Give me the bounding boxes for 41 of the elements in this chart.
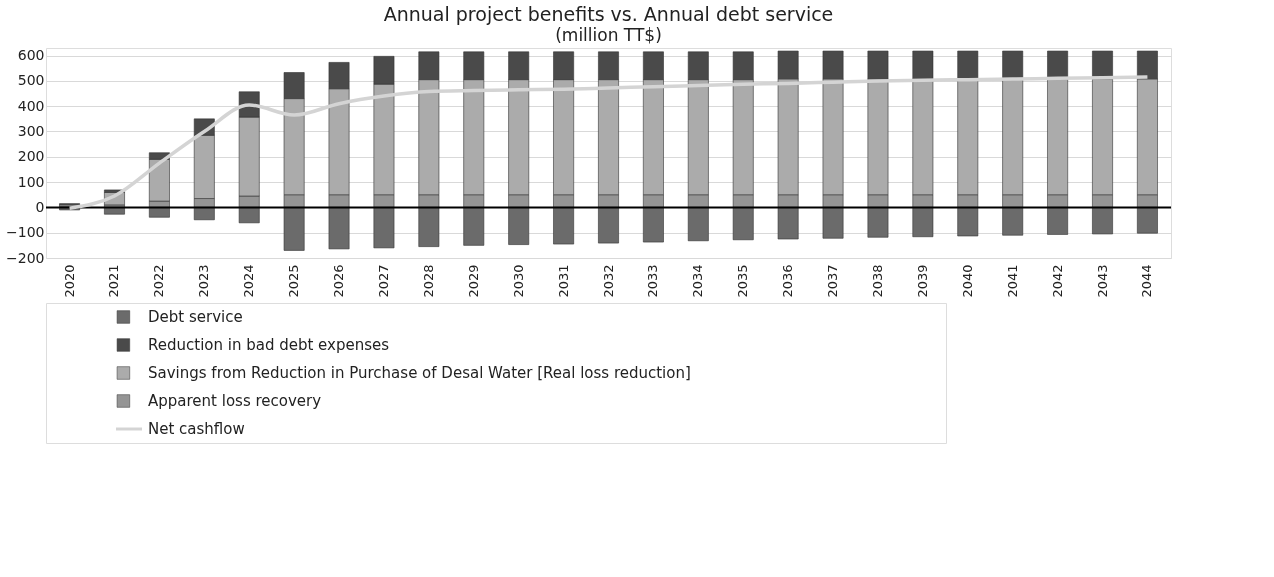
x-tick-label: 2022 [151, 264, 167, 298]
x-tick-label: 2021 [106, 264, 122, 298]
x-tick-label: 2023 [196, 264, 212, 298]
x-tick-label: 2029 [465, 264, 481, 298]
x-tick-label: 2041 [1004, 264, 1020, 298]
y-tick-label: 600 [17, 47, 45, 64]
x-tick-label: 2033 [645, 264, 661, 298]
legend-label: Apparent loss recovery [148, 392, 322, 410]
y-tick-label: 300 [17, 122, 45, 139]
x-tick-label: 2036 [780, 264, 796, 298]
y-tick-label: 400 [17, 97, 45, 114]
x-tick-label: 2030 [510, 264, 526, 298]
x-tick-label: 2020 [61, 264, 77, 298]
y-tick-label: −200 [6, 249, 45, 266]
x-tick-label: 2024 [241, 264, 257, 298]
y-tick-label: 500 [17, 72, 45, 89]
chart-subtitle: (million TT$) [555, 25, 662, 45]
y-tick-label: 0 [35, 198, 45, 215]
x-tick-label: 2028 [420, 264, 436, 298]
x-tick-label: 2039 [914, 264, 930, 298]
x-tick-label: 2037 [825, 264, 841, 298]
x-tick-label: 2043 [1094, 264, 1110, 298]
x-tick-label: 2044 [1139, 264, 1155, 298]
x-tick-label: 2034 [690, 264, 706, 298]
x-tick-label: 2038 [869, 264, 885, 298]
y-tick-label: −100 [6, 224, 45, 241]
x-tick-label: 2035 [735, 264, 751, 298]
x-tick-label: 2026 [331, 264, 347, 298]
y-tick-label: 200 [17, 148, 45, 165]
x-tick-label: 2031 [555, 264, 571, 298]
x-tick-label: 2027 [375, 264, 391, 298]
x-tick-label: 2025 [286, 264, 302, 298]
legend-label: Net cashflow [148, 420, 245, 438]
x-tick-label: 2040 [959, 264, 975, 298]
chart-title: Annual project benefits vs. Annual debt service [383, 3, 834, 25]
x-tick-label: 2032 [600, 264, 616, 298]
x-tick-label: 2042 [1049, 264, 1065, 298]
legend-label: Savings from Reduction in Purchase of Desal Water [Real loss reduction] [148, 364, 691, 382]
legend-label: Debt service [148, 308, 243, 326]
y-tick-label: 100 [17, 173, 45, 190]
legend-label: Reduction in bad debt expenses [148, 336, 390, 354]
